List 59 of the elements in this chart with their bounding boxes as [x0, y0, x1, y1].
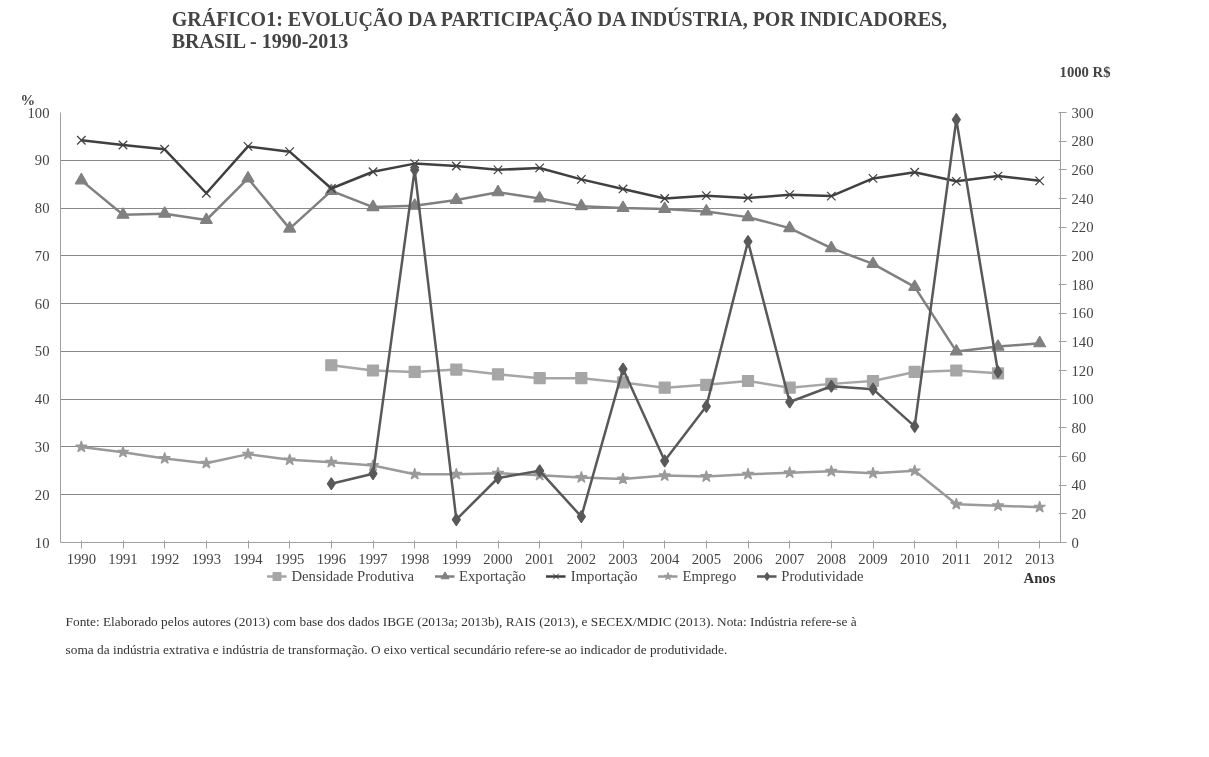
- y2-tick-label: 220: [1071, 219, 1094, 236]
- x-tick-label: 2006: [733, 550, 763, 567]
- y-tick-label: 70: [34, 247, 50, 264]
- source-note: Fonte: Elaborado pelos autores (2013) com base dos dados IBGE (2013a; 2013b), RAIS (2013), e SECEX/MDIC (2013). Nota: Indústria refere-se à: [65, 613, 857, 629]
- y2-tick-label: 20: [1071, 505, 1087, 522]
- legend-label: Importação: [570, 567, 638, 585]
- y2-tick-label: 140: [1071, 333, 1094, 350]
- x-tick-label: 2003: [608, 550, 638, 567]
- text: Anos: [1023, 569, 1056, 586]
- x-tick-label: 2012: [983, 550, 1013, 567]
- y2-tick-label: 200: [1071, 247, 1094, 264]
- x-tick-label: 2013: [1025, 550, 1055, 567]
- x-tick-label: 2001: [525, 550, 555, 567]
- x-tick-label: 1996: [316, 550, 346, 567]
- y-tick-label: 60: [34, 295, 50, 312]
- x-tick-label: 1998: [400, 550, 430, 567]
- y-tick-label: 50: [34, 343, 50, 360]
- x-tick-label: 1990: [66, 550, 96, 567]
- chart-title: GRÁFICO1: EVOLUÇÃO DA PARTICIPAÇÃO DA INDÚSTRIA, POR INDICADORES, BRASIL - 1990-2013: [171, 6, 948, 52]
- x-tick-label: 2009: [858, 550, 888, 567]
- y-tick-label: 80: [34, 200, 50, 217]
- y2-tick-label: 240: [1071, 190, 1094, 207]
- x-tick-label: 2005: [691, 550, 721, 567]
- y2-axis-title: 1000 R$: [1059, 63, 1111, 80]
- x-tick-label: 1994: [233, 550, 264, 567]
- y-tick-label: 30: [34, 438, 50, 455]
- y-tick-label: 40: [34, 391, 50, 408]
- text: soma da indústria extrativa e indústria de transformação. O eixo vertical secundário refere-se ao indicador de produtividade.: [65, 642, 728, 658]
- y2-tick-label: 40: [1071, 477, 1087, 494]
- x-tick-label: 2008: [816, 550, 846, 567]
- x-tick-label: 2010: [900, 550, 930, 567]
- y2-tick-label: 60: [1071, 448, 1087, 465]
- y2-tick-label: 180: [1071, 276, 1094, 293]
- x-tick-label: 1997: [358, 550, 388, 567]
- legend-label: Densidade Produtiva: [291, 567, 415, 585]
- y2-tick-label: 280: [1071, 133, 1094, 150]
- y-tick-label: 20: [34, 486, 50, 503]
- legend-label: Exportação: [459, 567, 526, 585]
- y-tick-label: 10: [34, 534, 50, 551]
- y2-tick-label: 100: [1071, 391, 1094, 408]
- y2-tick-label: 260: [1071, 161, 1094, 178]
- legend-label: Produtividade: [781, 567, 864, 585]
- x-tick-label: 1999: [441, 550, 471, 567]
- x-tick-label: 1991: [108, 550, 138, 567]
- y2-tick-label: 160: [1071, 305, 1094, 322]
- x-tick-label: 1995: [275, 550, 305, 567]
- y2-tick-label: 120: [1071, 362, 1094, 379]
- legend-label: Emprego: [682, 567, 737, 585]
- x-tick-label: 2011: [941, 550, 971, 567]
- x-tick-label: 2000: [483, 550, 513, 567]
- x-tick-label: 2007: [775, 550, 805, 567]
- y2-tick-label: 80: [1071, 419, 1087, 436]
- x-tick-label: 2004: [650, 550, 680, 567]
- y-tick-label: 90: [34, 152, 50, 169]
- x-tick-label: 1993: [191, 550, 221, 567]
- x-tick-label: 1992: [150, 550, 180, 567]
- y2-tick-label: 0: [1071, 534, 1079, 551]
- y2-tick-label: 300: [1071, 104, 1094, 121]
- x-tick-label: 2002: [566, 550, 596, 567]
